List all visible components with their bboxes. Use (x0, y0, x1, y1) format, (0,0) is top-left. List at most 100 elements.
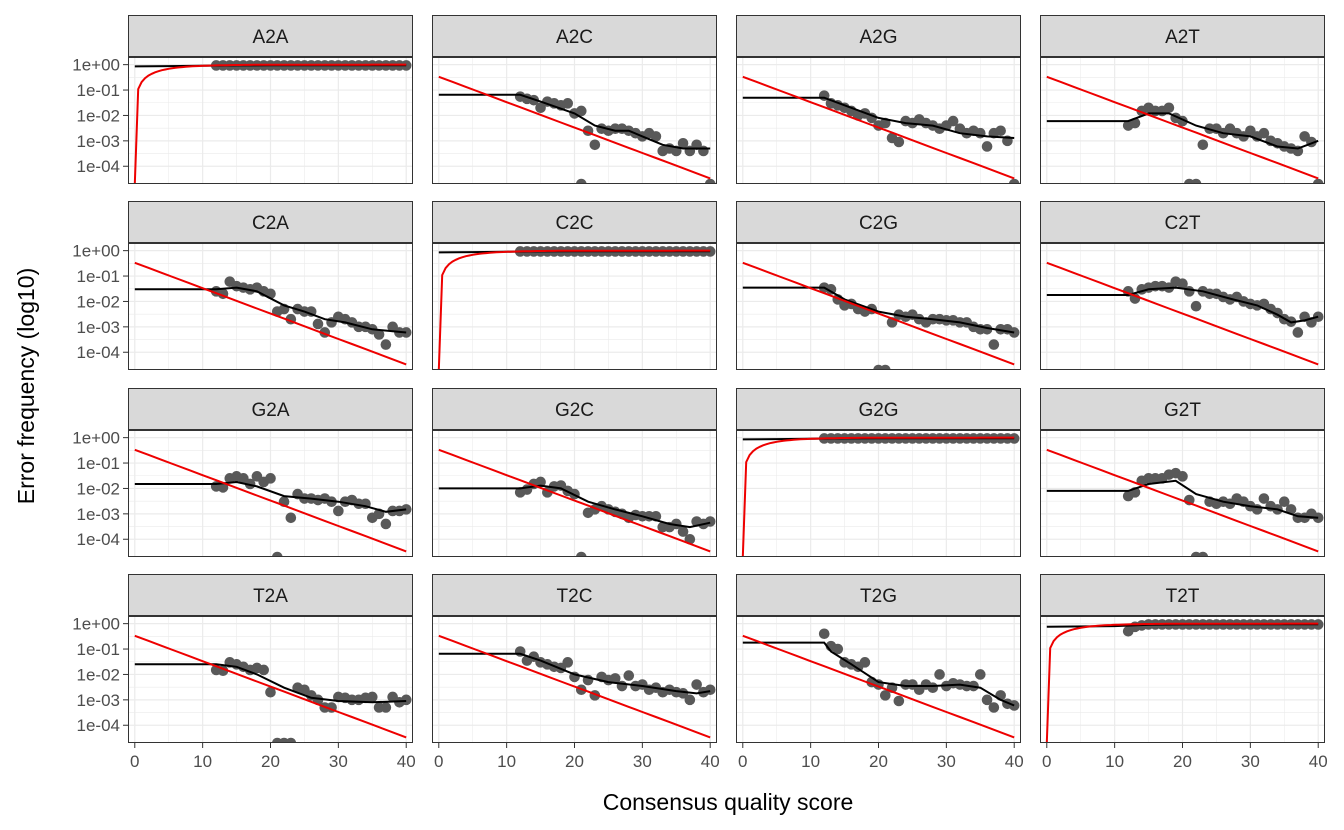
nominal-error-line (742, 75, 1015, 180)
facet-strip-label: G2T (1164, 400, 1201, 421)
data-point (1312, 311, 1324, 323)
nominal-error-line (741, 436, 1015, 557)
panel-border (736, 243, 1021, 370)
panel-border (432, 616, 717, 743)
x-tick-label: 10 (1105, 752, 1124, 771)
facet-strip-label: A2A (253, 27, 289, 48)
nominal-error-line (742, 261, 1015, 366)
facet-strip (432, 574, 717, 616)
data-point (609, 673, 621, 684)
panel-border (128, 430, 413, 557)
data-point (677, 526, 689, 537)
data-point (562, 98, 574, 109)
panel-data-layer (742, 261, 1020, 370)
data-point (366, 691, 378, 703)
facet-panel-c2a: C2A 1e+00 1e-01 1e-02 1e-03 1e-04 (72, 201, 413, 370)
data-point (1197, 139, 1209, 151)
data-point (623, 670, 635, 681)
facet-strip (736, 574, 1021, 616)
facet-strip-label: C2C (555, 213, 593, 234)
facet-panel-t2t: T2T 0 10 20 30 40 (1040, 574, 1328, 771)
y-tick-label: 1e+00 (72, 242, 120, 261)
facet-strip (1040, 388, 1325, 430)
facet-panel-t2c: T2C 0 10 20 30 40 (432, 574, 720, 771)
facet-strip (1040, 15, 1325, 57)
y-tick-label: 1e-03 (77, 691, 120, 710)
data-point (927, 682, 939, 694)
data-point (677, 138, 689, 149)
data-point (380, 339, 392, 350)
data-point (1183, 286, 1195, 297)
data-point (312, 318, 324, 330)
data-point (1163, 102, 1175, 114)
data-point (859, 657, 871, 668)
facet-panel-g2c: G2C (432, 388, 717, 557)
data-point (258, 664, 270, 676)
x-tick-label: 0 (1042, 752, 1051, 771)
x-axis-title: Consensus quality score (603, 789, 854, 815)
panel-border (1040, 243, 1325, 370)
nominal-error-line (134, 634, 407, 739)
nominal-error-line (134, 448, 407, 553)
data-point (1190, 300, 1202, 312)
facet-panel-a2c: A2C (432, 15, 717, 184)
facet-strip (1040, 574, 1325, 616)
panel-border (432, 430, 717, 557)
x-tick-label: 20 (261, 752, 280, 771)
x-tick-label: 0 (434, 752, 443, 771)
data-point (333, 505, 344, 517)
data-point (684, 694, 696, 706)
nominal-error-line (438, 634, 711, 739)
facet-strip-label: G2G (858, 400, 898, 421)
facet-strip (128, 388, 413, 430)
data-point (981, 141, 993, 152)
data-point (1008, 700, 1020, 711)
x-tick-label: 30 (633, 752, 652, 771)
facet-panel-c2g: C2G (736, 201, 1021, 370)
nominal-error-line (1046, 261, 1319, 366)
data-point (704, 516, 716, 527)
observed-error-line (742, 286, 1015, 334)
data-point (575, 551, 587, 557)
panel-border (432, 243, 717, 370)
panel-data-layer (438, 448, 716, 557)
x-tick-label: 30 (329, 752, 348, 771)
x-tick-label: 20 (1173, 752, 1192, 771)
facet-strip-label: T2C (557, 586, 593, 607)
y-tick-label: 1e-02 (77, 665, 120, 684)
x-tick-label: 40 (1005, 752, 1024, 771)
facet-panel-a2g: A2G (736, 15, 1021, 184)
facet-strip-label: C2G (859, 213, 898, 234)
data-point (704, 178, 716, 184)
facet-strip (736, 201, 1021, 243)
panel-border (1040, 430, 1325, 557)
y-tick-label: 1e-04 (77, 716, 120, 735)
observed-error-line (438, 93, 711, 150)
panel-border (1040, 616, 1325, 743)
data-point (1177, 471, 1188, 482)
data-point (704, 684, 716, 696)
panel-data-layer (1046, 261, 1324, 366)
panel-border (432, 57, 717, 184)
y-tick-label: 1e-02 (77, 292, 120, 311)
data-point (285, 512, 297, 524)
y-tick-label: 1e+00 (72, 429, 120, 448)
y-tick-label: 1e-03 (77, 318, 120, 337)
panel-data-layer (438, 75, 716, 184)
data-point (1285, 504, 1297, 515)
data-point (1292, 327, 1304, 338)
data-point (575, 178, 587, 184)
nominal-error-line (1046, 448, 1319, 553)
observed-error-line (134, 663, 407, 704)
panel-data-layer (1045, 619, 1324, 743)
data-point (265, 473, 276, 484)
data-point (670, 518, 682, 530)
y-tick-label: 1e-04 (77, 157, 120, 176)
x-tick-label: 20 (869, 752, 888, 771)
facet-strip-label: T2T (1166, 586, 1200, 607)
observed-error-line (742, 641, 1015, 707)
facet-strip (128, 574, 413, 616)
nominal-error-line (1046, 75, 1319, 180)
data-point (818, 628, 830, 640)
